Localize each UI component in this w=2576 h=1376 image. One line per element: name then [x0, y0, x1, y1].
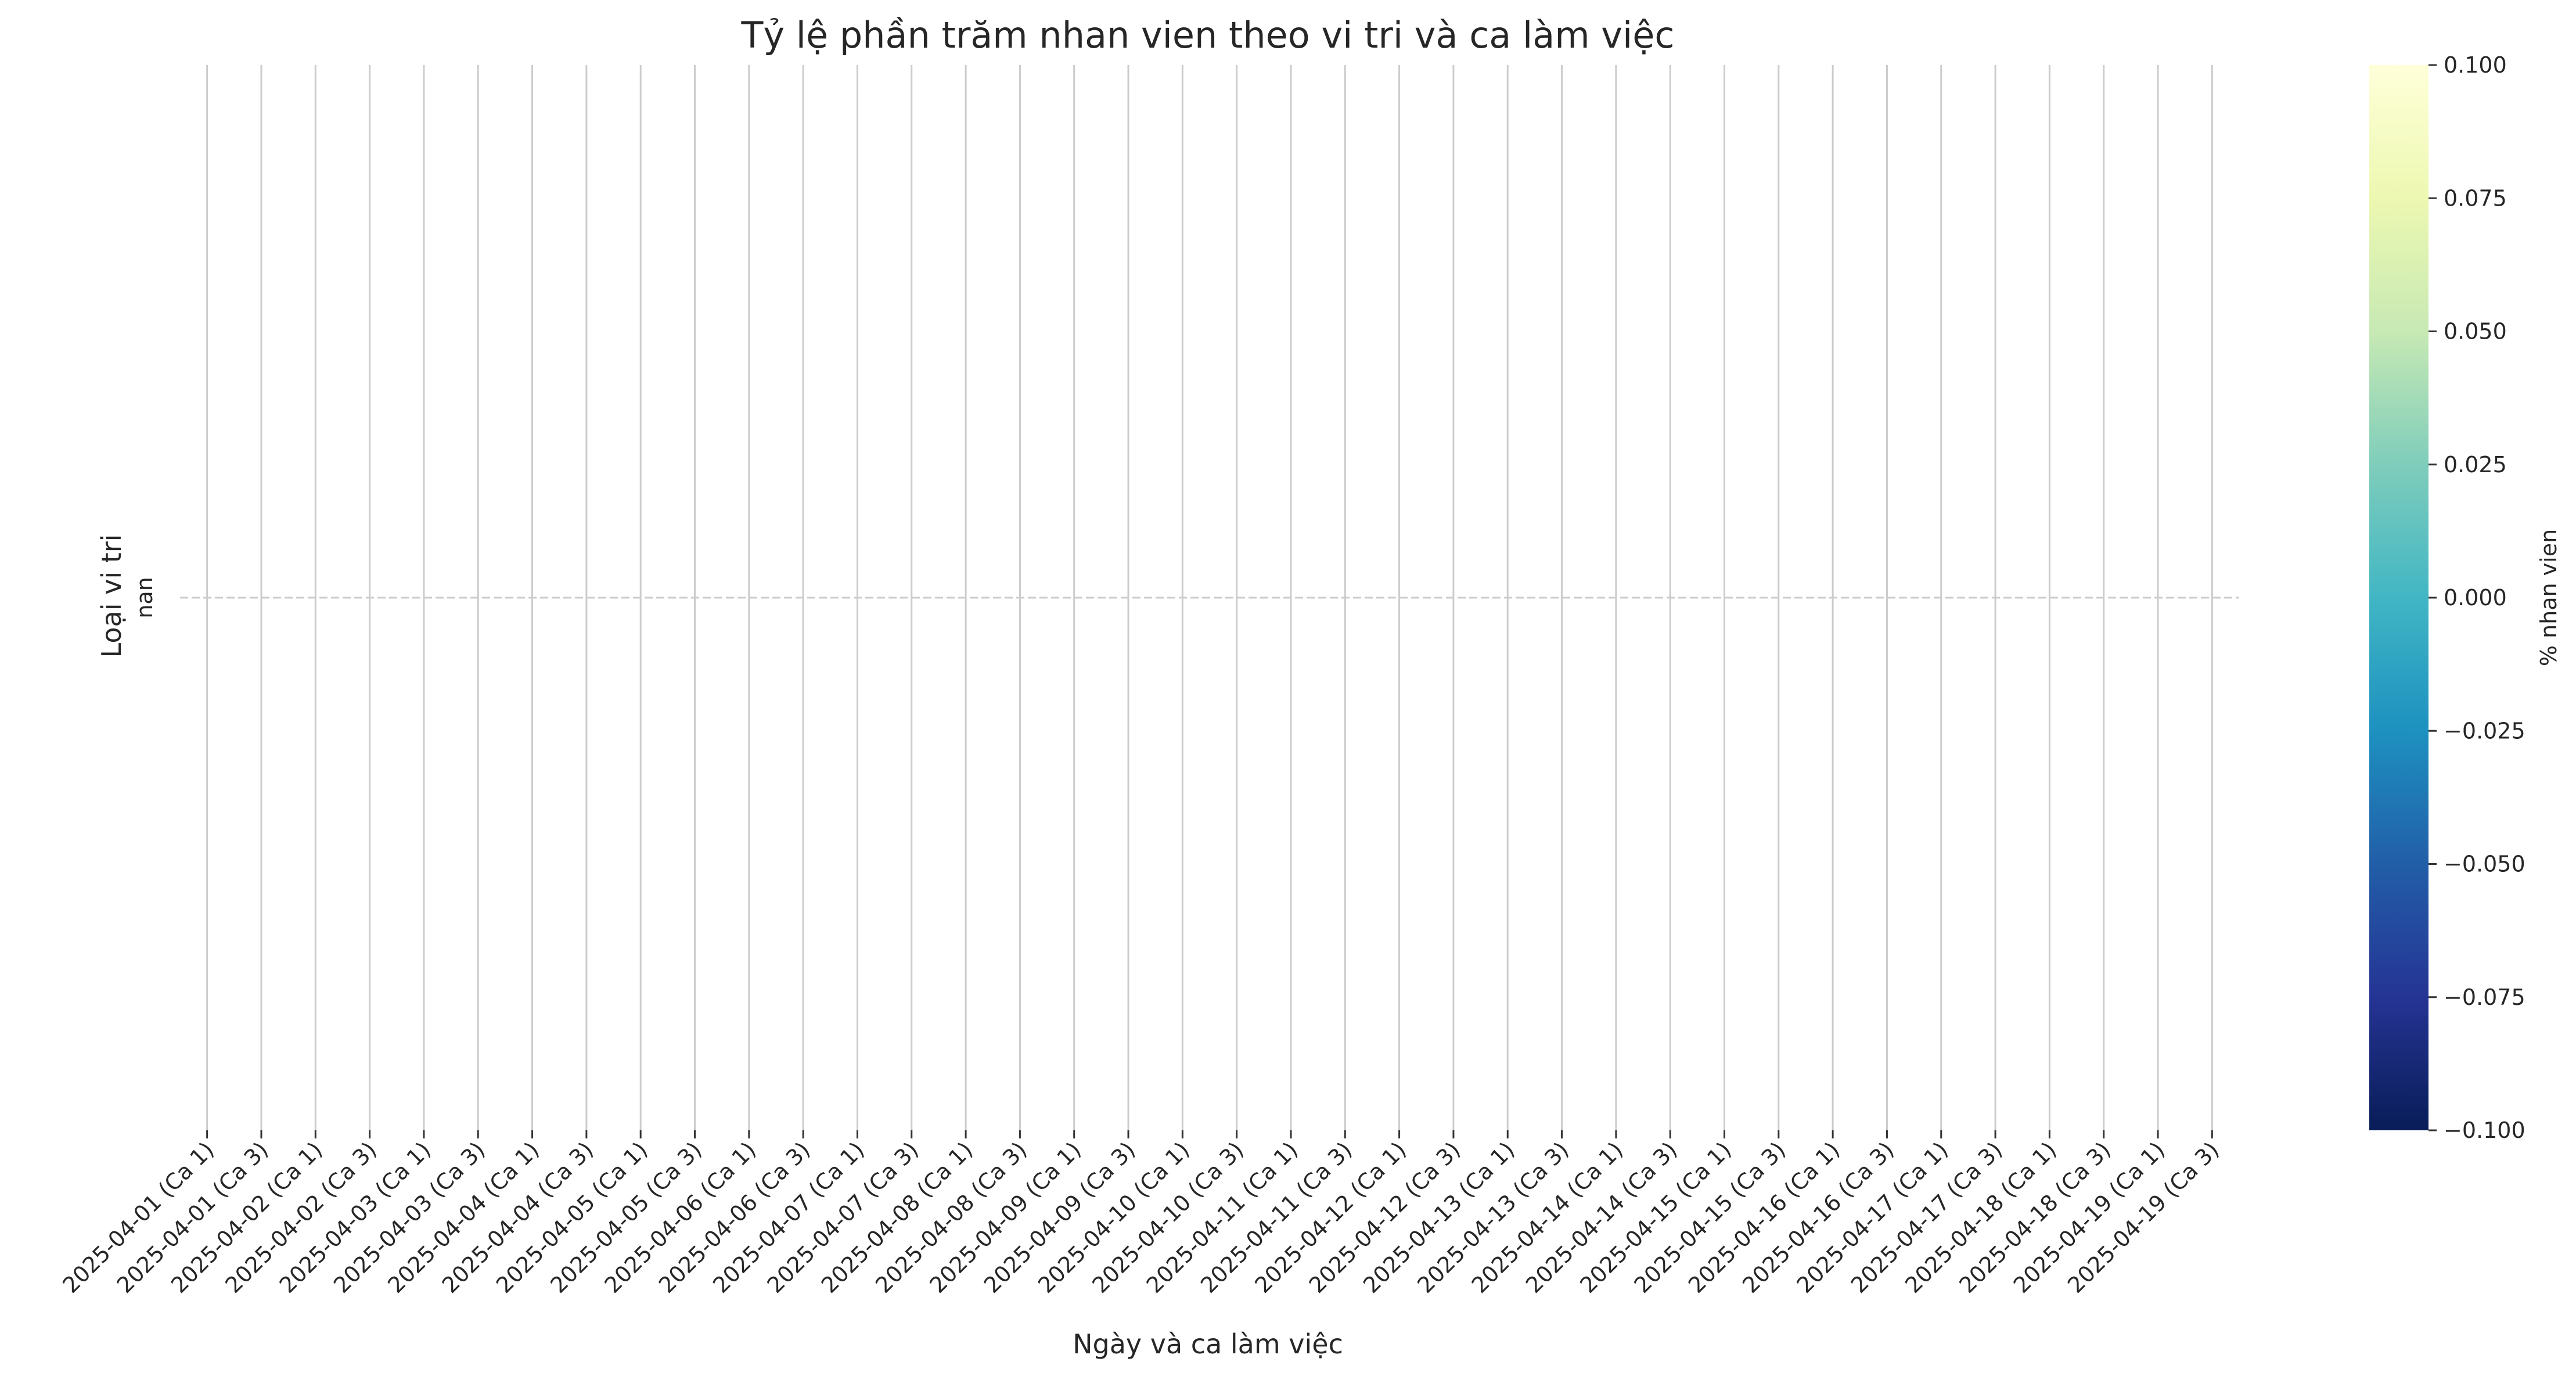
colorbar-tick-label: 0.100: [2444, 52, 2507, 78]
colorbar-tick-label: 0.075: [2444, 185, 2507, 211]
colorbar-tick-label: 0.000: [2444, 585, 2507, 610]
colorbar-ticks: 0.100 0.075 0.050 0.025 0.000 −0.025 −0.050 −0.…: [2429, 52, 2525, 1143]
colorbar-tick-label: 0.050: [2444, 319, 2507, 344]
x-tick-labels: 2025-04-01 (Ca 1)2025-04-01 (Ca 3)2025-0…: [57, 1130, 2224, 1298]
colorbar-tick-label: −0.050: [2444, 852, 2525, 877]
y-tick-labels: nan: [132, 577, 157, 618]
heatmap-grid: [180, 65, 2239, 1130]
colorbar-tick-label: 0.025: [2444, 452, 2507, 477]
colorbar-label: % nhan vien: [2536, 529, 2561, 666]
x-axis-label: Ngày và ca làm việc: [1073, 1328, 1343, 1360]
colorbar: [2369, 65, 2429, 1130]
y-tick-label: nan: [132, 577, 157, 618]
colorbar-tick-label: −0.100: [2444, 1118, 2525, 1143]
colorbar-tick-label: −0.075: [2444, 985, 2525, 1010]
y-axis-label: Loại vi tri: [96, 534, 127, 658]
chart-title: Tỷ lệ phần trăm nhan vien theo vi tri và…: [741, 14, 1675, 56]
colorbar-tick-label: −0.025: [2444, 718, 2525, 743]
